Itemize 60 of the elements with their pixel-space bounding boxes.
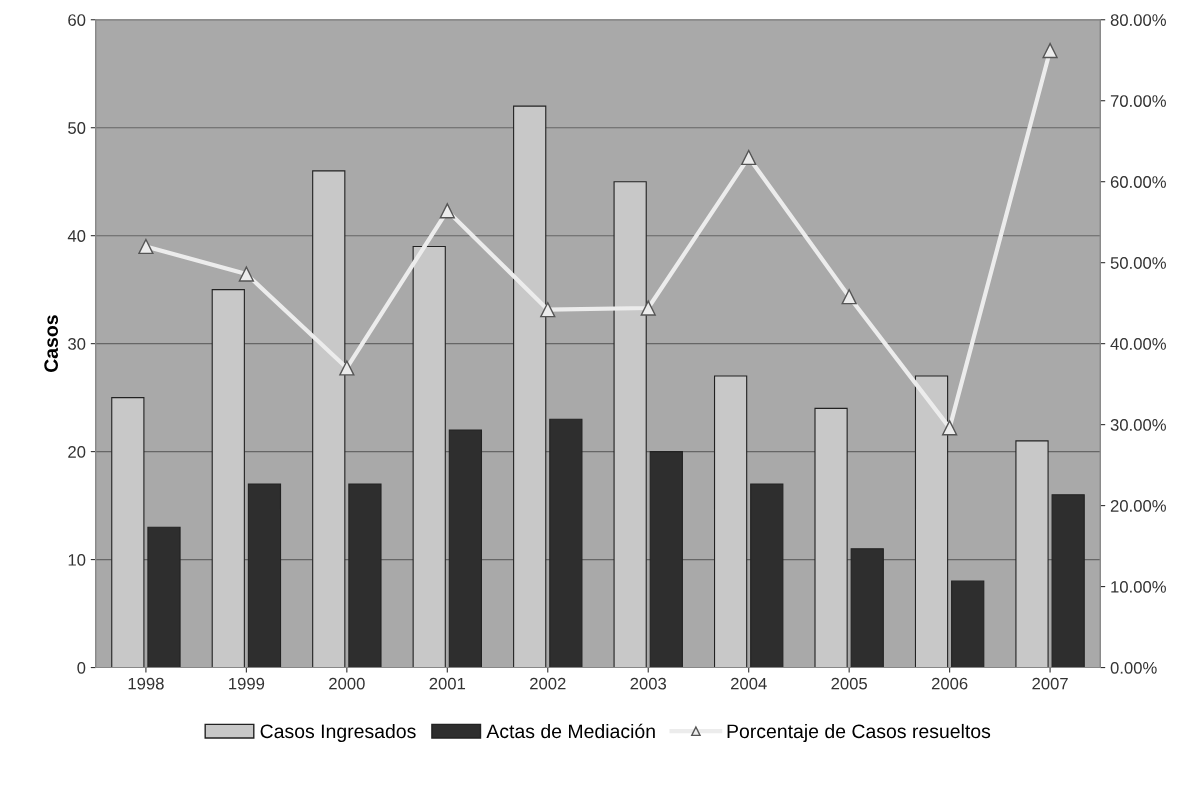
bar [448,429,483,668]
bar [412,245,446,668]
y-tick-label: 50 [68,122,86,134]
bar [814,407,848,668]
x-tick-label: 2006 [931,677,968,690]
x-tick-label: 2001 [429,677,466,690]
bar [549,418,583,668]
y2-tick-label: 30.00% [1110,419,1166,431]
bar [1051,494,1085,668]
y2-tick-label: 20.00% [1110,500,1166,512]
y2-tick-label: 70.00% [1110,95,1166,107]
y-tick-label: 40 [67,230,86,242]
bar [850,548,884,668]
bar [211,289,245,668]
x-tick-label: 2007 [1032,677,1068,690]
point [841,289,857,305]
legend-label: Actas de Mediación [486,723,655,739]
point [339,360,355,376]
bar [914,375,949,668]
y2-tick-label: 50.00% [1110,257,1166,269]
x-tick-label: 2005 [831,677,867,690]
point [1042,42,1058,59]
point [439,203,455,219]
bar [312,170,346,668]
bar [348,483,382,668]
y-tick-label: 0 [77,661,86,674]
bar [750,483,784,668]
bar [111,397,145,668]
point [741,149,757,166]
x-tick-label: 2003 [630,677,667,690]
point [138,238,154,255]
y-axis-title: Casos [44,315,59,373]
point [540,302,556,318]
bar [247,483,282,668]
y2-tick-label: 0.00% [1110,661,1157,674]
point [941,420,958,436]
y2-tick-label: 10.00% [1111,580,1166,593]
x-tick-label: 2000 [329,677,365,690]
y-tick-label: 20 [68,446,86,458]
y2-tick-label: 40.00% [1110,338,1166,350]
point [238,266,255,282]
bar [951,580,985,668]
bar [713,375,748,668]
x-tick-label: 2002 [530,677,566,690]
x-tick-label: 2004 [731,677,767,690]
y-tick-label: 60 [68,14,86,26]
y2-tick-label: 80.00% [1110,14,1166,26]
legend-label: Casos Ingresados [260,723,416,743]
point [640,300,656,316]
y2-tick-label: 60.00% [1110,176,1166,188]
bar [1015,440,1049,668]
bar [613,181,647,668]
legend-label: Porcentaje de Casos resueltos [727,723,991,743]
bar [147,526,181,668]
y-tick-label: 10 [68,553,86,566]
bar [649,451,683,668]
bar [513,105,547,668]
x-tick-label: 1998 [128,677,164,690]
y-tick-label: 30 [68,338,86,350]
x-tick-label: 1999 [229,677,265,690]
